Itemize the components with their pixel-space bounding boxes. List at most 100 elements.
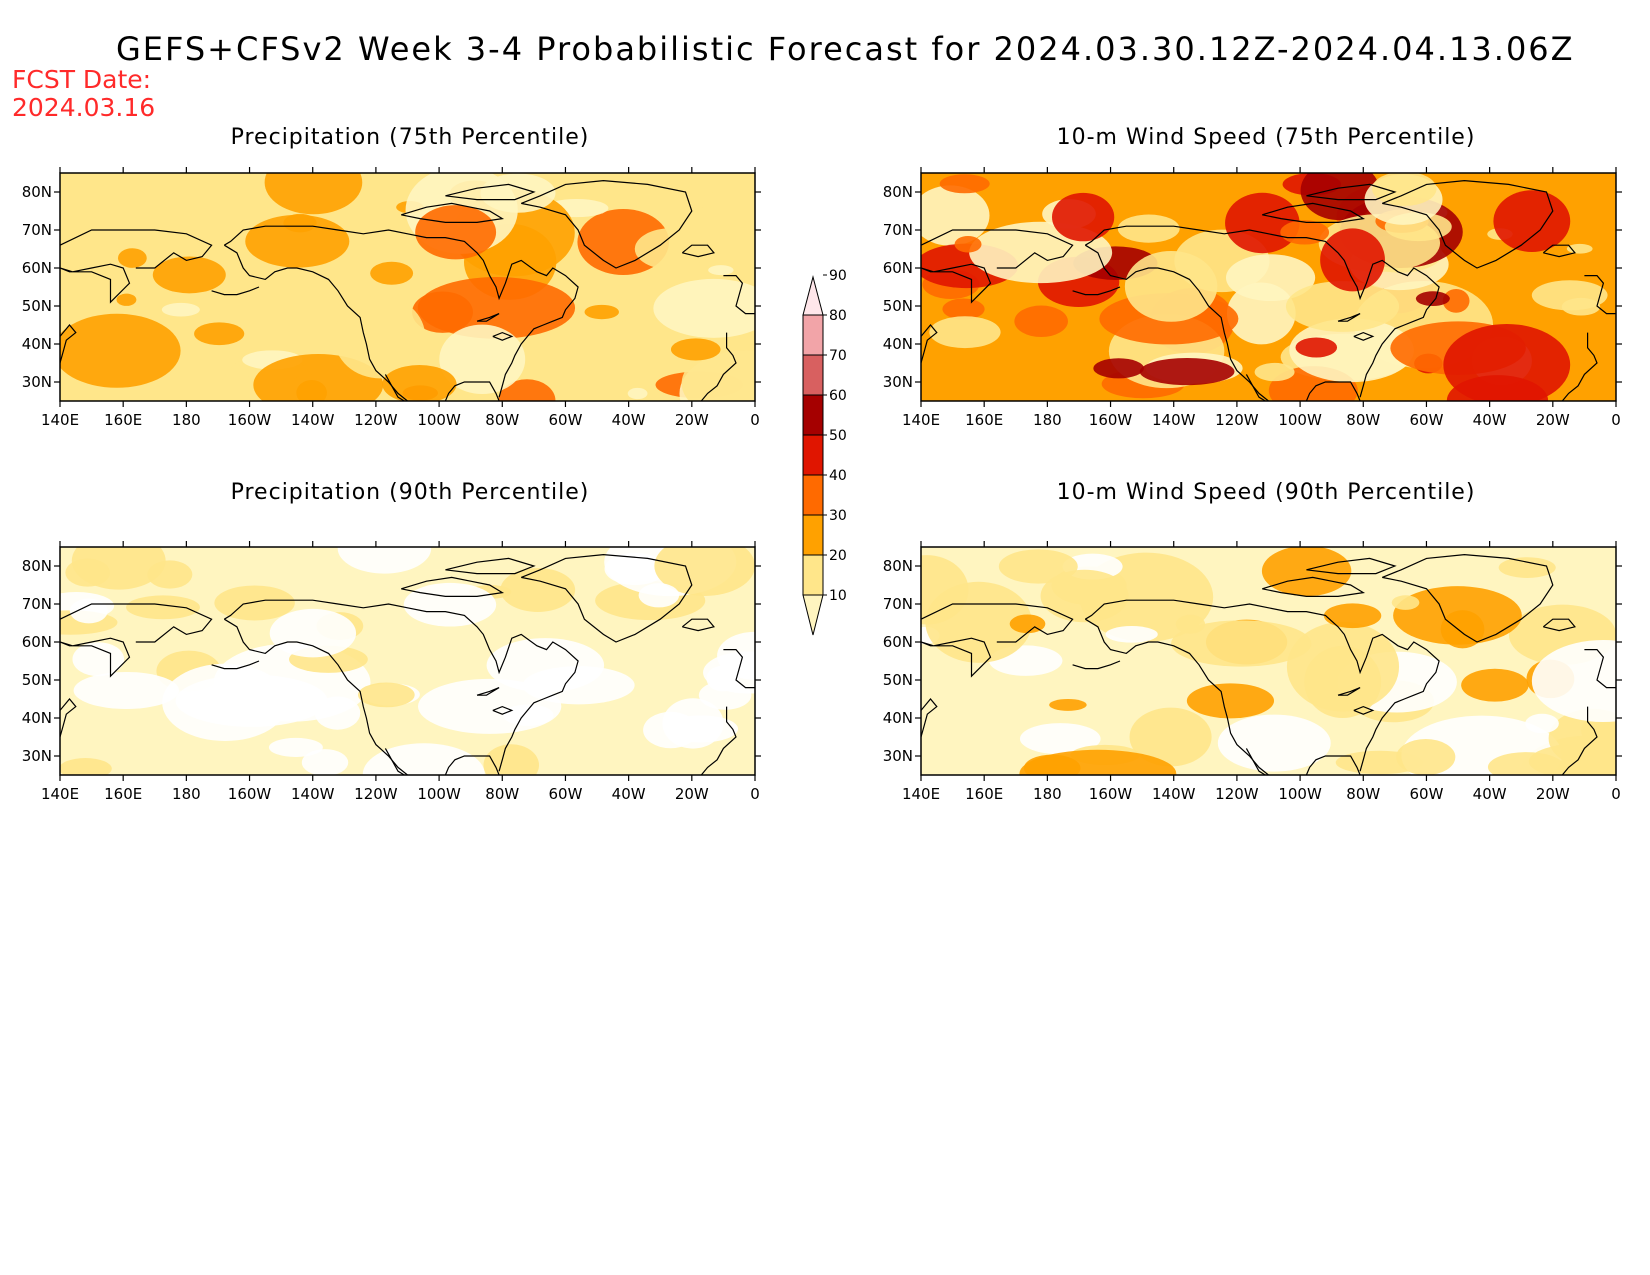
probability-region [301,749,349,775]
probability-region [1442,289,1470,313]
probability-region [1051,192,1115,242]
probability-region [1217,714,1331,772]
lat-tick-label: 70N [883,221,913,239]
probability-region [1498,557,1556,578]
lat-tick-label: 80N [22,557,52,575]
coastline [211,660,260,670]
coastline [60,263,131,304]
probability-region [1323,603,1382,629]
lat-tick-label: 60N [22,633,52,651]
probability-region [337,547,432,574]
map-frame [920,546,1617,776]
probability-region [1566,243,1593,254]
colorbar-label: 10 [829,588,847,604]
coastline [921,698,938,738]
coastline [1306,183,1397,201]
map-frame [59,546,756,776]
lon-tick-label: 180 [172,785,201,803]
coastline [1353,705,1375,715]
panel-title-precip-75: Precipitation (75th Percentile) [230,125,590,150]
probability-region [73,671,180,709]
probability-region [1493,190,1571,253]
probability-region [283,213,317,233]
probability-region [194,322,245,346]
lon-tick-label: 140W [1152,785,1196,803]
lon-tick-label: 160W [228,411,272,429]
coastline [1584,649,1616,689]
coastline [211,286,260,296]
coastline [476,313,500,322]
coastline [60,698,77,738]
coastline [492,331,514,341]
probability-region [1531,639,1616,722]
lon-tick-label: 20W [1536,785,1570,803]
lon-tick-label: 0 [1611,785,1621,803]
probability-region [1295,337,1338,358]
coastline [1262,202,1366,223]
lon-tick-label: 60W [548,785,582,803]
probability-region [116,293,137,306]
probability-region [403,582,497,627]
probability-region [1285,281,1400,332]
colorbar-segment [802,394,824,436]
coastline [921,263,992,304]
coastline [401,202,505,223]
coastline [223,618,408,775]
probability-region [684,175,755,212]
coastline [445,183,536,201]
lat-tick-label: 40N [22,709,52,727]
lat-tick-label: 70N [22,595,52,613]
probability-region [1019,723,1101,755]
lon-tick-label: 180 [1033,785,1062,803]
colorbar-label: 50 [829,428,847,444]
coastline [1084,244,1269,401]
lat-tick-label: 30N [883,747,913,765]
probability-region [921,185,990,246]
coastline [384,374,405,401]
probability-region [418,678,562,734]
probability-region [663,715,739,743]
probability-region [264,173,363,215]
coastline [1337,687,1361,696]
colorbar-segment [802,514,824,556]
coastline [384,748,405,775]
coastline [1381,179,1554,269]
forecast-date-label: FCST Date: [12,65,152,94]
probability-region [214,585,295,621]
map-frame [59,172,756,402]
probability-region [1391,595,1420,610]
map-panel-wind-75: 140E 160E 180 160W 140W 120W 100W 80W 60W 40W 20W 0… [883,167,1622,429]
coastline [1542,618,1576,632]
coastline [1305,381,1361,401]
probability-region [1415,291,1450,307]
probability-region [1093,358,1144,379]
colorbar-label: 30 [829,508,847,524]
probability-region [1139,357,1235,386]
lon-tick-label: 180 [1033,411,1062,429]
probability-region [1009,614,1046,634]
probability-region [126,595,200,620]
probability-region [698,680,752,710]
panel-title-precip-90: Precipitation (90th Percentile) [230,480,590,505]
lon-tick-label: 40W [612,411,646,429]
colorbar-bottom-arrow [802,594,824,636]
probability-region [1124,250,1218,322]
lat-tick-label: 50N [22,671,52,689]
coastline [921,637,992,678]
lon-tick-label: 0 [750,785,760,803]
probability-region [500,567,576,612]
lat-tick-label: 70N [883,595,913,613]
lon-tick-label: 40W [1473,411,1507,429]
probability-region [1461,668,1529,702]
probability-region [1171,620,1312,667]
probability-region [60,313,181,388]
coastline [921,324,938,364]
lon-tick-label: 20W [675,785,709,803]
probability-region [71,547,166,590]
coastline [1561,706,1598,775]
probability-region [415,205,497,260]
probability-region [638,583,680,608]
coastline [1353,331,1375,341]
probability-region [708,265,734,276]
lon-tick-label: 20W [1536,411,1570,429]
